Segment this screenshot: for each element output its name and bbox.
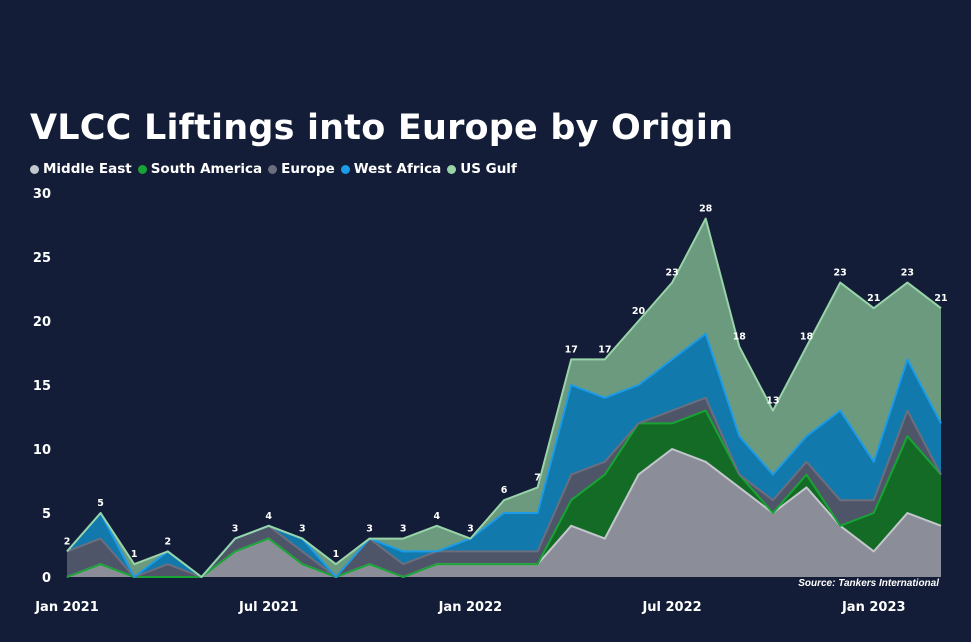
legend-dot-icon (447, 164, 457, 174)
data-label-total: 21 (867, 293, 880, 304)
x-tick-label: Jan 2023 (841, 600, 906, 615)
x-tick-label: Jan 2022 (438, 600, 503, 615)
line-us-gulf (66, 217, 942, 578)
legend-dot-icon (268, 164, 278, 174)
area-middle-east (67, 449, 941, 577)
data-label-total: 17 (565, 344, 578, 355)
y-tick-label: 15 (33, 379, 51, 394)
y-tick-label: 5 (42, 507, 51, 522)
data-label-total: 3 (232, 524, 239, 535)
legend-label: US Gulf (460, 161, 517, 177)
legend-item-us-gulf[interactable]: US Gulf (447, 161, 517, 177)
legend-label: Europe (281, 161, 335, 177)
data-label-total: 23 (665, 268, 678, 279)
legend-item-europe[interactable]: Europe (268, 161, 335, 177)
data-label-total: 4 (433, 511, 440, 522)
legend-item-south-america[interactable]: South America (137, 161, 263, 177)
data-label-total: 17 (598, 344, 611, 355)
x-tick-label: Jul 2021 (238, 600, 298, 615)
y-tick-label: 25 (33, 251, 51, 266)
y-tick-label: 20 (33, 315, 51, 330)
data-label-total: 3 (467, 524, 474, 535)
data-label-total: 23 (901, 268, 914, 279)
x-tick-label: Jul 2022 (641, 600, 701, 615)
legend-label: Middle East (43, 161, 132, 177)
line-south-america (66, 409, 942, 578)
y-tick-label: 0 (42, 571, 51, 586)
area-south-america (67, 410, 941, 577)
data-label-total: 13 (766, 396, 779, 407)
legend-dot-icon (340, 164, 350, 174)
data-label-total: 4 (265, 511, 272, 522)
legend-label: West Africa (353, 161, 442, 177)
data-label-total: 6 (501, 485, 508, 496)
area-us-gulf (67, 218, 941, 577)
data-label-total: 2 (64, 536, 71, 547)
source-note: Source: Tankers International (798, 578, 939, 589)
data-label-total: 20 (632, 306, 646, 317)
legend-dot-icon (30, 164, 39, 174)
legend-item-west-africa[interactable]: West Africa (340, 161, 442, 177)
data-label-total: 3 (299, 524, 306, 535)
area-west-africa (67, 333, 941, 577)
data-label-total: 28 (699, 204, 713, 215)
data-label-total: 1 (131, 549, 138, 560)
data-label-total: 5 (97, 498, 104, 509)
data-label-total: 23 (834, 268, 847, 279)
legend-label: South America (150, 161, 263, 177)
chart-legend: Middle East South America Europe West Af… (30, 161, 517, 177)
data-label-total: 18 (800, 332, 814, 343)
y-tick-label: 10 (33, 443, 51, 458)
x-tick-label: Jan 2021 (34, 600, 99, 615)
y-tick-label: 30 (33, 187, 51, 202)
legend-item-middle-east[interactable]: Middle East (30, 161, 132, 177)
data-label-total: 7 (534, 472, 541, 483)
data-label-total: 2 (165, 536, 172, 547)
chart-title: VLCC Liftings into Europe by Origin (30, 108, 734, 148)
data-label-total: 3 (366, 524, 373, 535)
data-label-total: 3 (400, 524, 407, 535)
data-label-total: 1 (333, 549, 340, 560)
data-label-total: 21 (934, 293, 947, 304)
legend-dot-icon (137, 164, 147, 174)
data-label-total: 18 (733, 332, 747, 343)
